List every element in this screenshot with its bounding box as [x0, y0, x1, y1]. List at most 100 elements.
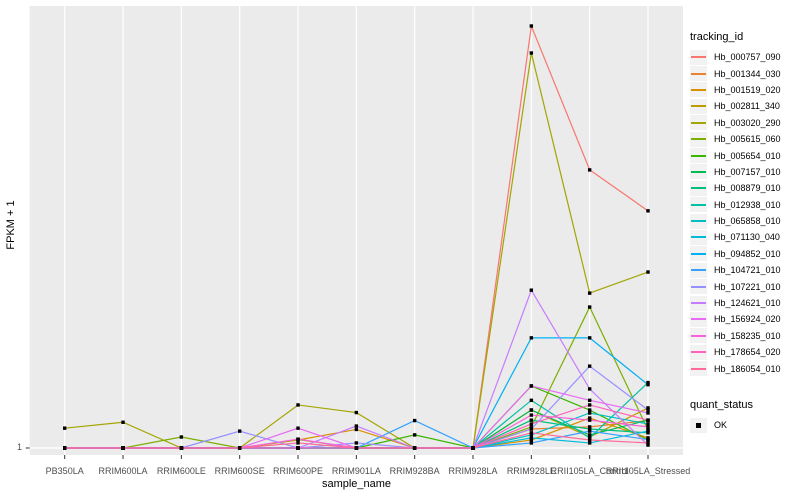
data-point — [354, 441, 359, 445]
data-point — [587, 305, 592, 309]
data-point — [529, 425, 534, 429]
legend-entry-Hb_012938_010: Hb_012938_010 — [690, 197, 781, 213]
legend-entry-Hb_007157_010: Hb_007157_010 — [690, 164, 781, 180]
data-point — [63, 446, 67, 450]
data-point — [529, 422, 534, 426]
legend-key-swatch — [690, 49, 707, 65]
legend-key-swatch — [690, 66, 707, 82]
legend-key-swatch — [690, 229, 707, 245]
data-point — [587, 441, 592, 445]
legend-entry-label: Hb_186054_010 — [714, 363, 781, 374]
line-sample-icon — [691, 154, 706, 157]
legend-entry-label: Hb_008879_010 — [714, 183, 781, 194]
data-point — [646, 406, 650, 410]
x-tick-label-RRIM600SE: RRIM600SE — [214, 466, 265, 476]
legend-key-swatch — [690, 131, 707, 147]
x-axis-title: sample_name — [321, 478, 392, 490]
legend-entry-label: Hb_156924_020 — [714, 314, 781, 325]
x-tick-label-RRIM901LA: RRIM901LA — [331, 466, 381, 476]
legend-key-swatch — [690, 82, 707, 98]
data-point — [529, 436, 534, 440]
data-point — [529, 433, 534, 437]
data-point — [529, 408, 534, 412]
data-point — [646, 270, 650, 274]
legend-title: tracking_id — [690, 31, 744, 43]
legend-key-swatch — [690, 115, 707, 131]
data-point — [296, 441, 300, 445]
quant-key-swatch — [690, 417, 707, 433]
legend-entry-label: Hb_003020_290 — [714, 117, 781, 128]
legend-entry-label: Hb_158235_010 — [714, 330, 781, 341]
data-point — [646, 437, 650, 442]
legend-key-swatch — [690, 279, 707, 295]
legend-entry-Hb_124621_010: Hb_124621_010 — [690, 295, 781, 311]
legend-entry-label: Hb_001344_030 — [714, 68, 781, 79]
line-sample-icon — [691, 252, 706, 255]
data-point — [354, 446, 359, 450]
legend-entry-Hb_001519_020: Hb_001519_020 — [690, 82, 781, 98]
x-tick-label-RRII105LA_Stressed: RRII105LA_Stressed — [605, 466, 691, 476]
legend-key-swatch — [690, 311, 707, 327]
data-point — [529, 288, 534, 292]
legend-key-swatch — [690, 148, 707, 164]
data-point — [646, 422, 650, 426]
line-sample-icon — [691, 187, 706, 190]
legend-entry-label: Hb_065858_010 — [714, 216, 781, 227]
line-sample-icon — [691, 302, 706, 305]
line-sample-icon — [691, 203, 706, 206]
line-sample-icon — [691, 285, 706, 288]
quant-legend-title: quant_status — [690, 398, 753, 411]
data-point — [587, 438, 592, 442]
data-point — [296, 446, 300, 450]
quant-legend-label: OK — [714, 420, 728, 430]
data-point — [587, 433, 592, 437]
legend-entry-label: Hb_107221_010 — [714, 281, 781, 292]
data-point — [646, 418, 650, 422]
data-point — [179, 435, 184, 439]
data-point — [529, 398, 534, 403]
data-point — [354, 424, 359, 428]
legend-entry-label: Hb_104721_010 — [714, 265, 781, 276]
line-sample-icon — [691, 121, 706, 124]
legend-entry-label: Hb_178654_020 — [714, 347, 781, 358]
legend-entry-label: Hb_005615_060 — [714, 134, 781, 145]
line-sample-icon — [691, 351, 706, 354]
data-point — [587, 336, 592, 340]
legend-entry-Hb_178654_020: Hb_178654_020 — [690, 344, 781, 360]
data-point — [412, 433, 417, 437]
y-axis-title: FPKM + 1 — [5, 200, 17, 250]
data-point — [587, 429, 592, 433]
data-point — [646, 209, 650, 213]
legend-key-swatch — [690, 328, 707, 344]
legend-entry-Hb_002811_340: Hb_002811_340 — [690, 98, 781, 114]
legend-entry-label: Hb_002811_340 — [714, 101, 780, 112]
legend-entry-Hb_094852_010: Hb_094852_010 — [690, 246, 781, 262]
data-point — [354, 410, 359, 415]
legend-entry-Hb_071130_040: Hb_071130_040 — [690, 229, 781, 245]
data-point — [646, 408, 650, 412]
legend-key-swatch — [690, 262, 707, 278]
data-point — [587, 398, 592, 403]
legend-entry-Hb_156924_020: Hb_156924_020 — [690, 311, 781, 327]
data-point — [121, 420, 125, 424]
x-tick-label-RRIM928BA: RRIM928BA — [389, 466, 440, 476]
legend-key-swatch — [690, 213, 707, 229]
data-point — [412, 446, 417, 450]
data-point — [121, 446, 125, 450]
square-point-icon — [696, 422, 701, 428]
data-point — [587, 418, 592, 422]
line-sample-icon — [691, 367, 706, 370]
data-point — [646, 380, 650, 385]
data-point — [529, 427, 534, 431]
data-point — [529, 384, 534, 388]
data-point — [529, 431, 534, 435]
legend-entry-Hb_008879_010: Hb_008879_010 — [690, 180, 781, 196]
legend-entry-label: Hb_012938_010 — [714, 199, 781, 210]
data-point — [646, 429, 650, 433]
data-point — [296, 437, 300, 441]
x-tick-label-PB350LA: PB350LA — [45, 466, 84, 476]
x-tick-label-RRIM600PE: RRIM600PE — [273, 466, 324, 476]
legend-entry-Hb_005654_010: Hb_005654_010 — [690, 147, 781, 164]
data-point — [646, 425, 650, 429]
